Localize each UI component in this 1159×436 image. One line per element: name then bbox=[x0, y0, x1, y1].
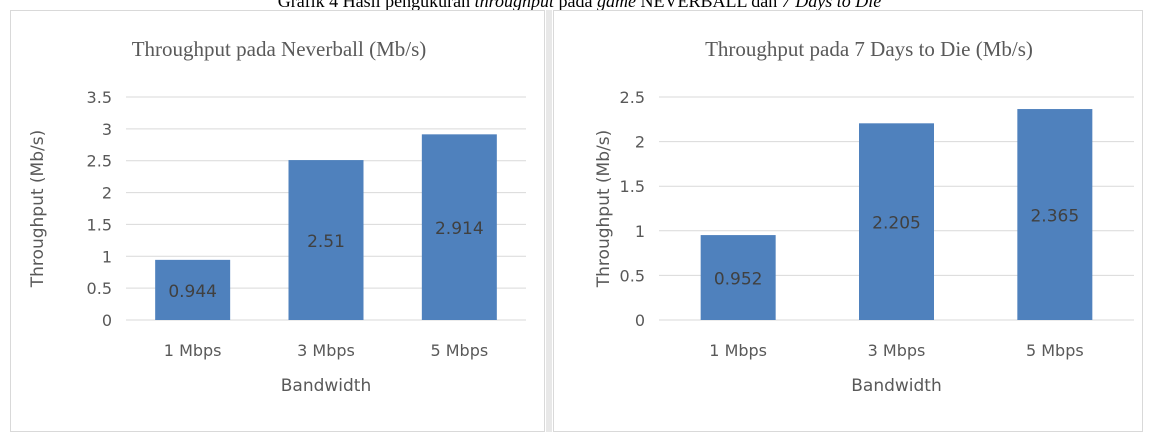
days-xtick-label: 5 Mbps bbox=[1026, 341, 1084, 360]
neverball-title: Throughput pada Neverball (Mb/s) bbox=[132, 37, 427, 61]
neverball-bar bbox=[155, 259, 231, 320]
days-ytick-label: 2 bbox=[635, 133, 645, 152]
chart-neverball: Throughput pada Neverball (Mb/s) 0 0.5 1 1.5… bbox=[10, 10, 545, 432]
caption-prefix: Grafik 4 Hasil pengukuran bbox=[277, 0, 475, 11]
neverball-data-label: 0.944 bbox=[168, 282, 217, 302]
figure-caption: Grafik 4 Hasil pengukuran throughput pad… bbox=[0, 0, 1159, 12]
neverball-ytick-label: 1.5 bbox=[87, 215, 112, 234]
neverball-ytick-label: 2.5 bbox=[87, 152, 112, 171]
days-ytick-label: 2.5 bbox=[620, 88, 645, 107]
caption-italic-game: game bbox=[596, 0, 636, 11]
neverball-bar bbox=[421, 134, 497, 320]
chart-divider bbox=[546, 10, 552, 432]
days-data-label: 2.205 bbox=[872, 214, 921, 234]
caption-middle2: NEVERBALL dan bbox=[635, 0, 782, 11]
caption-italic-throughput: throughput bbox=[474, 0, 554, 11]
days-xtick-label: 1 Mbps bbox=[709, 341, 767, 360]
days-bar bbox=[700, 235, 776, 320]
days-xtick-label: 3 Mbps bbox=[868, 341, 926, 360]
neverball-ytick-label: 0 bbox=[102, 311, 112, 330]
chart-7days: Throughput pada 7 Days to Die (Mb/s) 0 0.5… bbox=[553, 10, 1143, 432]
days-bar bbox=[1017, 109, 1093, 321]
neverball-ytick-label: 0.5 bbox=[87, 279, 112, 298]
neverball-data-label: 2.51 bbox=[307, 232, 345, 252]
neverball-ytick-label: 2 bbox=[102, 184, 112, 203]
neverball-ytick-label: 3 bbox=[102, 120, 112, 139]
neverball-y-axis-title: Throughput (Mb/s) bbox=[28, 130, 48, 288]
neverball-xtick-label: 5 Mbps bbox=[430, 341, 488, 360]
days-data-label: 0.952 bbox=[714, 270, 763, 290]
neverball-ytick-label: 3.5 bbox=[87, 88, 112, 107]
days-y-axis-title: Throughput (Mb/s) bbox=[594, 130, 614, 288]
days-ytick-label: 0.5 bbox=[620, 266, 645, 285]
neverball-bar bbox=[288, 160, 364, 320]
chart-neverball-svg: Throughput pada Neverball (Mb/s) 0 0.5 1 1.5… bbox=[28, 37, 526, 396]
neverball-x-axis-title: Bandwidth bbox=[281, 376, 372, 396]
neverball-xtick-label: 1 Mbps bbox=[164, 341, 222, 360]
days-ytick-label: 1 bbox=[635, 222, 645, 241]
neverball-ytick-label: 1 bbox=[102, 247, 112, 266]
days-ytick-label: 1.5 bbox=[620, 177, 645, 196]
days-title: Throughput pada 7 Days to Die (Mb/s) bbox=[705, 37, 1033, 61]
neverball-data-label: 2.914 bbox=[435, 219, 484, 239]
days-data-label: 2.365 bbox=[1030, 207, 1079, 227]
chart-7days-svg: Throughput pada 7 Days to Die (Mb/s) 0 0.5… bbox=[594, 37, 1134, 396]
days-bar bbox=[859, 123, 934, 321]
caption-middle: pada bbox=[554, 0, 597, 11]
caption-italic-7days: 7 Days to Die bbox=[781, 0, 882, 11]
days-x-axis-title: Bandwidth bbox=[851, 376, 942, 396]
neverball-xtick-label: 3 Mbps bbox=[297, 341, 355, 360]
days-ytick-label: 0 bbox=[635, 311, 645, 330]
